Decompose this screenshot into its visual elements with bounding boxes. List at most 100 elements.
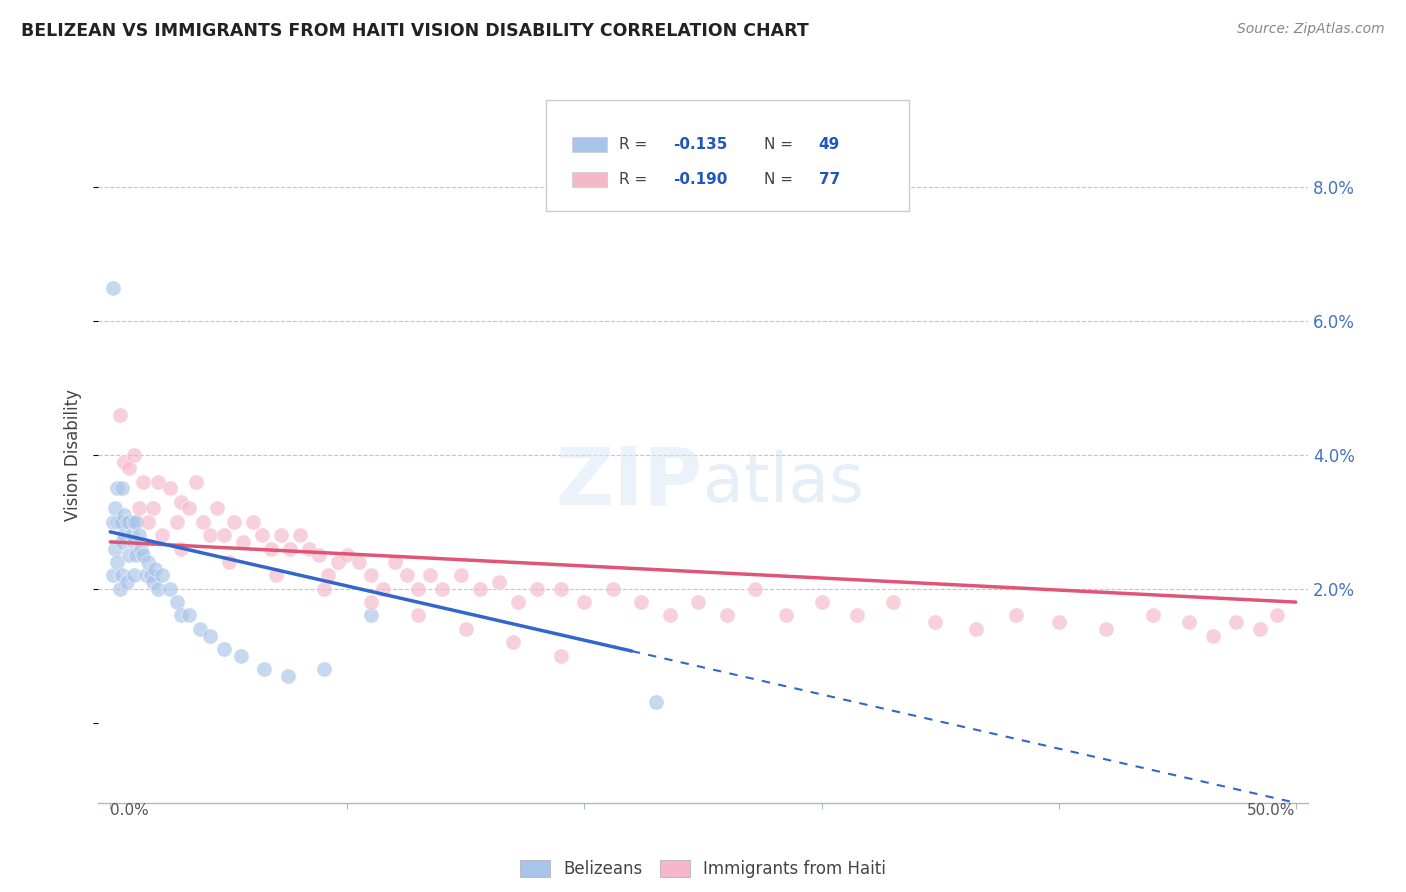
Point	[139, 568, 162, 582]
Point	[122, 515, 145, 529]
Point	[115, 515, 138, 529]
Point	[408, 608, 430, 623]
FancyBboxPatch shape	[572, 172, 607, 187]
Point	[114, 528, 136, 542]
Point	[298, 541, 321, 556]
Point	[550, 582, 572, 596]
Point	[108, 515, 131, 529]
Point	[205, 501, 228, 516]
Y-axis label: Vision Disability: Vision Disability	[65, 389, 83, 521]
Point	[502, 635, 524, 649]
Point	[122, 568, 145, 582]
Text: -0.135: -0.135	[673, 137, 728, 153]
Point	[118, 515, 141, 529]
Point	[101, 568, 124, 582]
Point	[1095, 622, 1118, 636]
Point	[111, 534, 134, 549]
Point	[159, 582, 181, 596]
Point	[810, 595, 832, 609]
Point	[128, 528, 150, 542]
Point	[198, 628, 221, 642]
Point	[312, 582, 335, 596]
Point	[432, 582, 454, 596]
Point	[105, 515, 128, 529]
Point	[1178, 615, 1201, 630]
Point	[146, 582, 169, 596]
Point	[326, 555, 349, 569]
Point	[218, 555, 240, 569]
Point	[336, 548, 359, 563]
Point	[105, 555, 128, 569]
Point	[132, 475, 155, 489]
Point	[166, 515, 188, 529]
Point	[101, 280, 124, 294]
Text: Source: ZipAtlas.com: Source: ZipAtlas.com	[1237, 22, 1385, 37]
Point	[270, 528, 292, 542]
FancyBboxPatch shape	[546, 100, 908, 211]
Point	[658, 608, 681, 623]
Point	[419, 568, 441, 582]
Point	[360, 595, 382, 609]
Point	[1202, 628, 1225, 642]
Point	[170, 541, 193, 556]
Point	[122, 534, 145, 549]
Text: R =: R =	[619, 137, 652, 153]
Text: 49: 49	[818, 137, 839, 153]
Point	[122, 448, 145, 462]
Point	[128, 501, 150, 516]
Point	[264, 568, 287, 582]
Text: 50.0%: 50.0%	[1247, 803, 1296, 818]
Point	[121, 528, 143, 542]
Point	[395, 568, 418, 582]
Text: 0.0%: 0.0%	[110, 803, 149, 818]
Legend: Belizeans, Immigrants from Haiti: Belizeans, Immigrants from Haiti	[513, 854, 893, 885]
Point	[260, 541, 283, 556]
Point	[1047, 615, 1070, 630]
Point	[288, 528, 311, 542]
Point	[125, 548, 148, 563]
Point	[111, 515, 134, 529]
Point	[253, 662, 276, 676]
Point	[308, 548, 330, 563]
Point	[1265, 608, 1288, 623]
Point	[644, 696, 666, 710]
Point	[125, 515, 148, 529]
Text: ZIP: ZIP	[555, 443, 703, 522]
Point	[105, 482, 128, 496]
Point	[242, 515, 264, 529]
Point	[166, 595, 188, 609]
Point	[347, 555, 370, 569]
Text: 77: 77	[818, 172, 839, 187]
Point	[846, 608, 869, 623]
Point	[775, 608, 797, 623]
Point	[408, 582, 430, 596]
Point	[115, 574, 138, 589]
Text: BELIZEAN VS IMMIGRANTS FROM HAITI VISION DISABILITY CORRELATION CHART: BELIZEAN VS IMMIGRANTS FROM HAITI VISION…	[21, 22, 808, 40]
Point	[371, 582, 394, 596]
Point	[136, 515, 159, 529]
Point	[104, 541, 127, 556]
Point	[170, 494, 193, 508]
Point	[488, 574, 510, 589]
Point	[232, 534, 254, 549]
Point	[118, 461, 141, 475]
Point	[450, 568, 472, 582]
Text: atlas: atlas	[703, 450, 863, 516]
FancyBboxPatch shape	[572, 137, 607, 153]
Point	[318, 568, 340, 582]
Point	[360, 608, 382, 623]
Point	[146, 475, 169, 489]
Point	[1005, 608, 1028, 623]
Point	[143, 562, 166, 576]
Point	[1225, 615, 1247, 630]
Point	[191, 515, 214, 529]
Point	[111, 568, 134, 582]
Point	[222, 515, 245, 529]
Point	[114, 508, 136, 523]
Point	[136, 555, 159, 569]
Point	[108, 582, 131, 596]
Point	[101, 515, 124, 529]
Point	[152, 568, 174, 582]
Point	[114, 455, 136, 469]
Point	[312, 662, 335, 676]
